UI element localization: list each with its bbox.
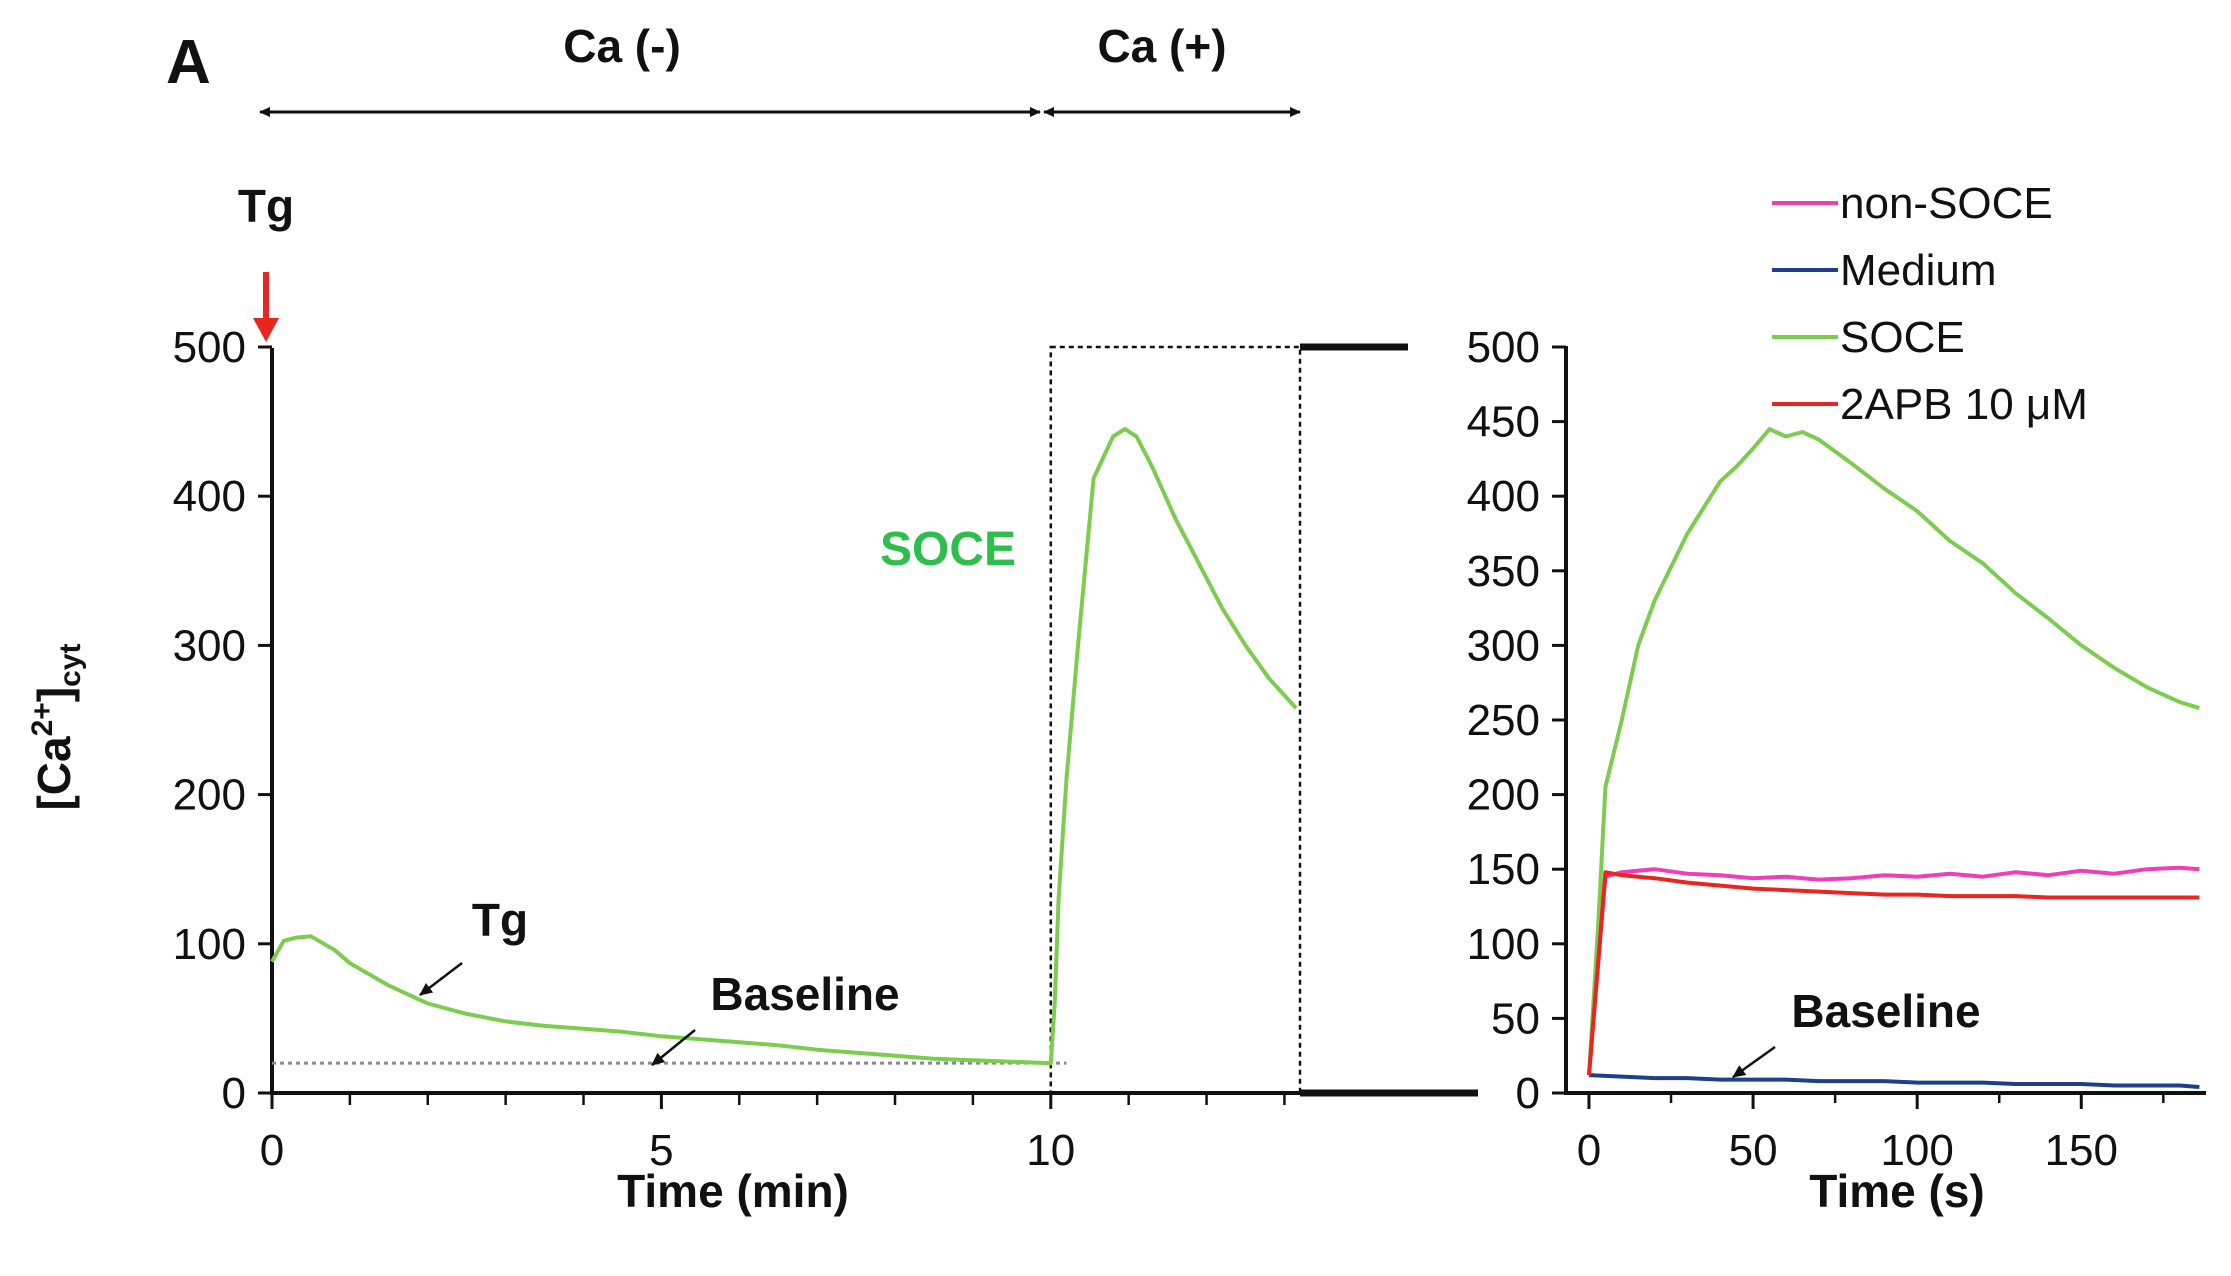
right-ytick-label: 450: [1467, 398, 1540, 447]
left-series-lines: [270, 427, 1298, 1066]
left-xtick-label: 0: [260, 1126, 284, 1175]
tg-annotation: Tg: [472, 894, 528, 946]
tg-pointer-arrow: [419, 962, 463, 996]
left-x-ticks: 0 5 10: [260, 1093, 1286, 1175]
right-xtick-label: 50: [1729, 1126, 1778, 1175]
right-xtick-label: 100: [1880, 1126, 1953, 1175]
left-ytick-label: 300: [173, 621, 246, 670]
series-line-non-soce: [1587, 865, 2200, 1076]
right-xtick-label: 0: [1577, 1126, 1601, 1175]
legend-label: non-SOCE: [1840, 179, 2053, 228]
left-chart: 0 100 200 300 400 500 0 5 10 Time (min) Tg Base…: [173, 323, 1302, 1217]
left-y-ticks: 0 100 200 300 400 500: [173, 323, 272, 1118]
left-xtick-label: 5: [649, 1126, 673, 1175]
y-axis-label: [Ca2+]cyt: [26, 643, 87, 810]
right-x-ticks: 0 50 100 150: [1577, 1093, 2165, 1175]
right-ytick-label: 500: [1467, 323, 1540, 372]
right-y-ticks: 0 50 100 150 200 250 300 350 400 450 500: [1467, 323, 1566, 1118]
right-ytick-label: 300: [1467, 621, 1540, 670]
right-series-lines: [1587, 427, 2200, 1089]
left-ytick-label: 100: [173, 920, 246, 969]
left-ytick-label: 500: [173, 323, 246, 372]
left-baseline-pointer-arrow: [651, 1029, 696, 1066]
treatment-arrow-icon: [253, 272, 279, 342]
right-chart: 0 50 100 150 200 250 300 350 400 450 500 0 50 100 150…: [1467, 323, 2206, 1217]
series-line-2apb-10-m: [1587, 870, 2200, 1076]
right-x-axis-label: Time (s): [1809, 1165, 1985, 1217]
series-line-medium: [1588, 1073, 2200, 1089]
right-ytick-label: 150: [1467, 845, 1540, 894]
right-ytick-label: 0: [1516, 1069, 1540, 1118]
treatment-label: Tg: [238, 180, 294, 232]
left-x-axis-label: Time (min): [617, 1165, 849, 1217]
right-ytick-label: 350: [1467, 547, 1540, 596]
left-ytick-label: 200: [173, 771, 246, 820]
right-ytick-label: 250: [1467, 696, 1540, 745]
legend-label: SOCE: [1840, 313, 1965, 362]
right-ytick-label: 400: [1467, 472, 1540, 521]
right-xtick-label: 150: [2045, 1126, 2118, 1175]
left-ytick-label: 400: [173, 472, 246, 521]
panel-label: A: [166, 28, 211, 97]
left-baseline-annotation: Baseline: [710, 968, 899, 1020]
phase-ca-plus: Ca (+): [1097, 20, 1226, 72]
soce-annotation: SOCE: [880, 523, 1016, 576]
right-ytick-label: 200: [1467, 771, 1540, 820]
legend-label: 2APB 10 μM: [1840, 380, 2088, 429]
left-xtick-label: 10: [1026, 1126, 1075, 1175]
zoom-region-box: [1049, 345, 1302, 1095]
right-ytick-label: 100: [1467, 920, 1540, 969]
series-line-soce: [1587, 427, 2200, 1076]
left-ytick-label: 0: [222, 1069, 246, 1118]
right-baseline-annotation: Baseline: [1791, 985, 1980, 1037]
series-line-ca-trace: [270, 427, 1298, 1066]
phase-ca-minus: Ca (-): [563, 20, 681, 72]
right-ytick-label: 50: [1491, 994, 1540, 1043]
legend: non-SOCE Medium SOCE 2APB 10 μM: [1772, 179, 2088, 429]
right-baseline-pointer-arrow: [1732, 1045, 1776, 1079]
legend-label: Medium: [1840, 246, 1997, 295]
